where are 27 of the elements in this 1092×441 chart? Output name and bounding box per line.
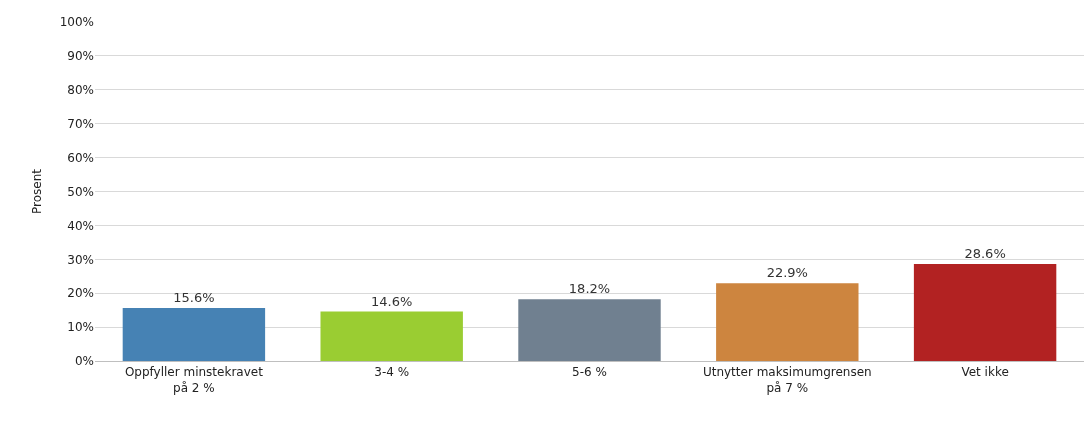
data-label: 15.6% xyxy=(173,290,215,306)
y-tick-label: 30% xyxy=(67,252,94,267)
x-tick-label: Oppfyller minstekravet på 2 % xyxy=(124,365,264,395)
x-tick-label: 5-6 % xyxy=(572,365,607,380)
data-label: 22.9% xyxy=(766,265,808,281)
y-tick-label: 0% xyxy=(74,354,94,369)
bar xyxy=(716,283,859,361)
bar xyxy=(122,308,266,361)
y-tick-label: 70% xyxy=(67,116,94,131)
y-tick-label: 80% xyxy=(67,83,94,97)
bar xyxy=(320,311,463,361)
y-axis-title: Prosent xyxy=(29,168,44,214)
y-tick-label: 60% xyxy=(67,150,94,165)
y-tick-label: 40% xyxy=(67,218,94,233)
data-label: 18.2% xyxy=(568,281,611,297)
y-tick-label: 50% xyxy=(67,184,94,199)
x-tick-label: Utnytter maksimumgrensen på 7 % xyxy=(702,365,872,395)
bar xyxy=(518,299,661,361)
data-label: 14.6% xyxy=(371,293,413,309)
y-tick-label: 10% xyxy=(67,320,94,335)
y-tick-label: 90% xyxy=(67,49,94,64)
data-label: 28.6% xyxy=(964,246,1006,262)
bar xyxy=(913,264,1057,361)
y-tick-label: 100% xyxy=(59,15,94,30)
x-tick-label: Vet ikke xyxy=(961,365,1009,380)
y-tick-label: 20% xyxy=(67,286,94,301)
x-tick-label: 3-4 % xyxy=(374,365,410,380)
